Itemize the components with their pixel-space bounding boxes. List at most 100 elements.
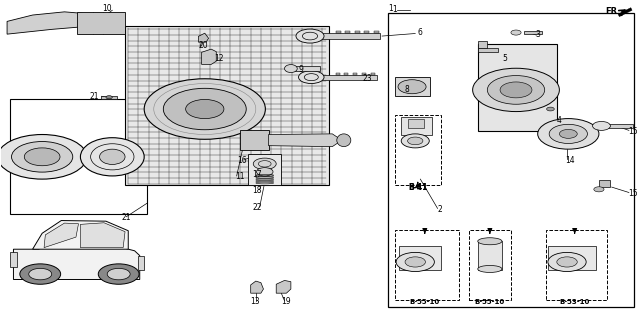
Text: 13: 13 [250,297,259,306]
Bar [548,246,596,270]
Ellipse shape [477,266,502,272]
Text: 3: 3 [535,30,540,39]
Circle shape [398,80,426,94]
Circle shape [298,71,324,84]
Text: 4: 4 [557,116,562,125]
Bar [102,96,117,99]
Text: B-55-10: B-55-10 [410,299,440,305]
Bar [395,77,430,96]
Circle shape [538,119,599,149]
Polygon shape [81,223,125,248]
Circle shape [557,257,577,267]
Bar [319,75,377,80]
Polygon shape [618,8,632,17]
Bar [362,73,366,75]
Text: B-41: B-41 [408,183,428,192]
Polygon shape [276,280,291,293]
Circle shape [29,268,52,280]
Circle shape [144,79,266,139]
Circle shape [296,29,324,43]
Text: 22: 22 [252,203,262,212]
Text: 21: 21 [122,213,131,222]
Text: 20: 20 [198,41,207,50]
Ellipse shape [81,138,144,176]
Bar [10,100,147,214]
Bar [371,73,375,75]
Polygon shape [13,244,140,279]
Bar [345,31,350,33]
Bar [408,119,424,128]
Text: 17: 17 [252,170,262,179]
Text: 18: 18 [252,186,262,195]
Circle shape [24,148,60,166]
Circle shape [408,137,423,145]
Polygon shape [7,12,103,34]
Text: 14: 14 [565,156,575,164]
Bar [395,230,459,300]
Text: 21: 21 [90,92,99,101]
Text: B-41: B-41 [408,183,428,192]
Text: 5: 5 [502,53,507,62]
Polygon shape [202,49,216,64]
Text: B-55-10: B-55-10 [475,299,505,305]
Polygon shape [251,281,264,293]
Circle shape [594,187,604,192]
Bar [353,73,357,75]
Circle shape [108,268,130,280]
Text: 11: 11 [235,172,244,181]
Bar [477,42,487,48]
Bar [240,130,269,150]
Text: 12: 12 [214,53,223,62]
Bar [319,33,380,39]
Circle shape [106,96,112,99]
Circle shape [487,76,545,104]
Circle shape [547,107,554,111]
Bar [395,116,441,186]
Text: 23: 23 [363,74,372,83]
Text: 15: 15 [628,127,638,136]
Text: 2: 2 [437,205,442,214]
Circle shape [593,122,611,130]
Circle shape [511,30,521,35]
Circle shape [20,264,61,284]
Text: 19: 19 [282,297,291,306]
Circle shape [473,68,559,112]
Ellipse shape [477,238,502,245]
Bar [599,180,611,187]
Polygon shape [44,223,79,248]
Circle shape [500,82,532,98]
Ellipse shape [337,134,351,147]
Circle shape [401,134,429,148]
Bar [388,13,634,307]
Text: FR.: FR. [605,7,621,16]
Bar [335,73,340,75]
Ellipse shape [285,65,297,73]
Polygon shape [269,134,342,147]
Bar [77,12,125,34]
Text: 9: 9 [298,65,303,74]
Circle shape [12,141,73,172]
Circle shape [559,129,577,138]
Bar [477,241,502,270]
Bar [477,44,557,131]
Bar [355,31,360,33]
Circle shape [253,158,276,170]
Text: B-53-10: B-53-10 [559,299,590,305]
Bar [335,31,340,33]
Circle shape [548,252,586,271]
Circle shape [396,252,435,271]
Bar [401,117,432,134]
Bar [138,256,144,270]
Text: 16: 16 [237,156,246,164]
Bar [524,31,541,34]
Text: 6: 6 [418,28,423,37]
Bar [477,48,498,52]
Bar [294,66,319,71]
Circle shape [99,264,139,284]
Text: 1: 1 [392,5,397,14]
Circle shape [257,168,273,176]
Circle shape [186,100,224,119]
Bar [125,26,329,186]
Circle shape [163,88,246,130]
Bar [364,31,369,33]
